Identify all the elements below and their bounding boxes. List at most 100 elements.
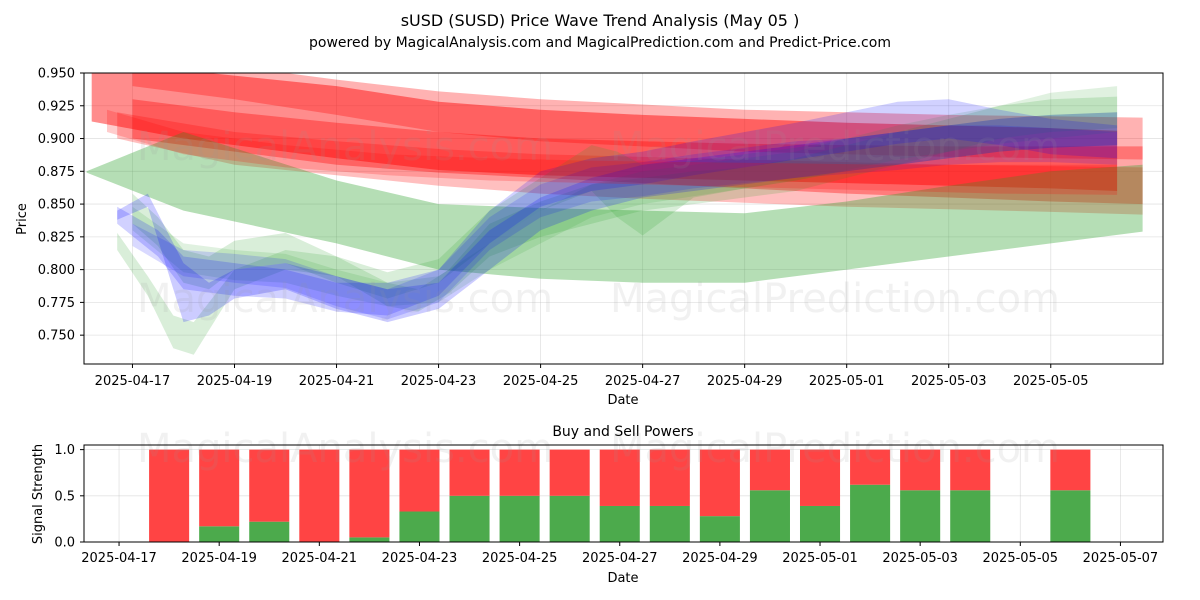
sell-bar	[299, 449, 340, 542]
price-x-tick-label: 2025-04-25	[503, 374, 579, 389]
sell-bar	[249, 449, 290, 522]
signal-x-tick-label: 2025-04-17	[81, 551, 157, 566]
watermark-mid-right: MagicalPrediction.com	[610, 276, 1060, 322]
price-y-label: Price	[15, 203, 30, 235]
band-green-2	[132, 112, 1118, 299]
sell-bar	[749, 449, 790, 491]
price-chart: MagicalAnalysis.com MagicalPrediction.co…	[15, 67, 1164, 408]
sell-bar	[1050, 449, 1091, 491]
sell-bar	[900, 449, 941, 491]
signal-y-label: Signal Strength	[31, 444, 46, 544]
signal-bars	[149, 449, 1091, 542]
buy-bar	[199, 526, 240, 542]
sell-bar	[850, 449, 891, 485]
watermark-bottom-left: MagicalAnalysis.com	[137, 426, 553, 472]
price-y-tick-label: 0.850	[38, 198, 75, 213]
sell-bar	[449, 449, 490, 496]
signal-x-tick-label: 2025-05-01	[782, 551, 858, 566]
buy-bar	[549, 495, 590, 542]
buy-bar	[900, 490, 941, 542]
band-blue-1	[117, 112, 1118, 323]
price-x-tick-label: 2025-04-23	[401, 374, 477, 389]
sell-bar	[399, 449, 440, 512]
sell-bar	[649, 449, 690, 506]
sell-bar	[699, 449, 740, 517]
signal-y-ticks: 0.0 0.5 1.0	[54, 443, 84, 551]
signal-x-tick-label: 2025-04-29	[682, 551, 758, 566]
signal-x-tick-label: 2025-04-19	[181, 551, 257, 566]
price-y-tick-label: 0.900	[38, 132, 75, 147]
price-y-tick-label: 0.800	[38, 263, 75, 278]
price-y-tick-label: 0.925	[38, 99, 75, 114]
signal-x-tick-label: 2025-04-27	[582, 551, 658, 566]
band-red-4	[117, 112, 1143, 215]
signal-y-tick-label: 0.0	[54, 536, 75, 551]
price-x-tick-label: 2025-04-27	[605, 374, 681, 389]
band-red-1	[91, 73, 1118, 191]
buy-bar	[249, 521, 290, 542]
buy-bar	[749, 490, 790, 542]
buy-bar	[950, 490, 991, 542]
price-axes-frame	[83, 72, 1164, 365]
signal-x-tick-label: 2025-04-21	[282, 551, 358, 566]
watermark-mid-left: MagicalAnalysis.com	[137, 276, 553, 322]
band-blue-2	[117, 99, 1118, 316]
price-y-ticks: 0.750 0.775 0.800 0.825 0.850 0.875 0.900 0.925…	[38, 67, 84, 344]
chart-title: sUSD (SUSD) Price Wave Trend Analysis (M…	[401, 11, 800, 30]
signal-chart: Buy and Sell Powers MagicalAnalysis.com …	[31, 424, 1164, 586]
buy-bar	[699, 516, 740, 542]
sell-bar	[950, 449, 991, 491]
buy-bar	[799, 505, 841, 542]
price-bands	[86, 73, 1143, 355]
sell-bar	[549, 449, 590, 496]
signal-axes-frame	[83, 444, 1164, 543]
watermark-top-right: MagicalPrediction.com	[610, 124, 1060, 170]
signal-x-ticks: 2025-04-17 2025-04-19 2025-04-21 2025-04-23…	[81, 542, 1158, 566]
price-x-tick-label: 2025-04-21	[299, 374, 375, 389]
price-y-tick-label: 0.775	[38, 296, 75, 311]
sell-bar	[799, 449, 841, 506]
buy-bar	[1050, 490, 1091, 542]
price-x-tick-label: 2025-05-03	[911, 374, 987, 389]
chart-subtitle: powered by MagicalAnalysis.com and Magic…	[309, 35, 891, 51]
price-grid	[84, 72, 1163, 364]
watermark-bottom-right: MagicalPrediction.com	[610, 426, 1060, 472]
buy-bar	[449, 495, 490, 542]
buy-bar	[399, 511, 440, 542]
band-green-1	[117, 96, 1118, 355]
signal-x-tick-label: 2025-05-07	[1083, 551, 1159, 566]
price-x-label: Date	[607, 393, 638, 408]
signal-x-tick-label: 2025-04-25	[482, 551, 558, 566]
signal-y-tick-label: 0.5	[54, 489, 75, 504]
price-x-ticks: 2025-04-17 2025-04-19 2025-04-21 2025-04-23…	[95, 364, 1089, 389]
buy-bar	[499, 495, 540, 542]
price-y-tick-label: 0.825	[38, 230, 75, 245]
price-x-tick-label: 2025-05-01	[809, 374, 885, 389]
price-x-tick-label: 2025-04-29	[707, 374, 783, 389]
band-blue-3	[132, 125, 1118, 320]
price-x-tick-label: 2025-04-17	[95, 374, 171, 389]
sell-bar	[599, 449, 640, 506]
signal-x-tick-label: 2025-05-03	[882, 551, 958, 566]
signal-x-label: Date	[607, 571, 638, 586]
signal-chart-title: Buy and Sell Powers	[552, 424, 693, 440]
signal-x-tick-label: 2025-04-23	[382, 551, 458, 566]
price-y-tick-label: 0.950	[38, 67, 75, 82]
band-red-2	[132, 73, 1143, 160]
band-green-3	[132, 86, 1118, 307]
watermark-top-left: MagicalAnalysis.com	[137, 124, 553, 170]
buy-bar	[850, 484, 891, 542]
sell-bar	[499, 449, 540, 496]
buy-bar	[599, 505, 640, 542]
sell-bar	[199, 449, 240, 527]
band-red-3	[132, 99, 1143, 205]
price-y-tick-label: 0.875	[38, 165, 75, 180]
signal-y-tick-label: 1.0	[54, 443, 75, 458]
sell-bar	[349, 449, 390, 538]
price-x-tick-label: 2025-04-19	[197, 374, 273, 389]
price-y-tick-label: 0.750	[38, 329, 75, 344]
band-red-brown-overlay	[107, 109, 1118, 195]
sell-bar	[149, 449, 190, 542]
buy-bar	[349, 537, 390, 542]
